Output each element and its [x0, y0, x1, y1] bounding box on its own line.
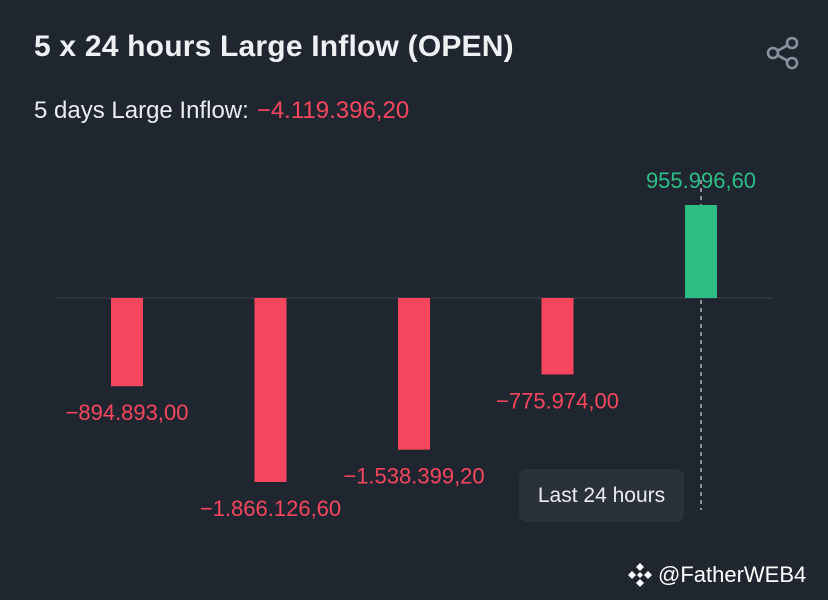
share-button[interactable] — [764, 34, 802, 72]
bar-value-label-1: −894.893,00 — [66, 400, 189, 425]
bar-value-label-5: 955.996,60 — [646, 168, 756, 193]
bar-3[interactable] — [398, 298, 430, 450]
last-24-hours-tooltip: Last 24 hours — [519, 469, 684, 522]
summary-row: 5 days Large Inflow: −4.119.396,20 — [34, 97, 409, 125]
bar-5[interactable] — [685, 205, 717, 298]
bar-value-label-3: −1.538.399,20 — [343, 464, 484, 489]
bar-2[interactable] — [254, 298, 287, 482]
share-icon — [766, 36, 799, 70]
binance-logo-icon — [628, 563, 652, 587]
watermark: @FatherWEB4 — [626, 560, 806, 590]
bar-value-label-4: −775.974,00 — [496, 389, 619, 414]
bar-value-label-2: −1.866.126,60 — [200, 496, 341, 521]
bar-4[interactable] — [541, 298, 574, 375]
summary-value: −4.119.396,20 — [256, 97, 410, 124]
summary-label: 5 days Large Inflow: — [34, 97, 249, 124]
watermark-text: @FatherWEB4 — [658, 562, 807, 587]
page-title: 5 x 24 hours Large Inflow (OPEN) — [34, 30, 514, 63]
bar-1[interactable] — [111, 298, 143, 387]
